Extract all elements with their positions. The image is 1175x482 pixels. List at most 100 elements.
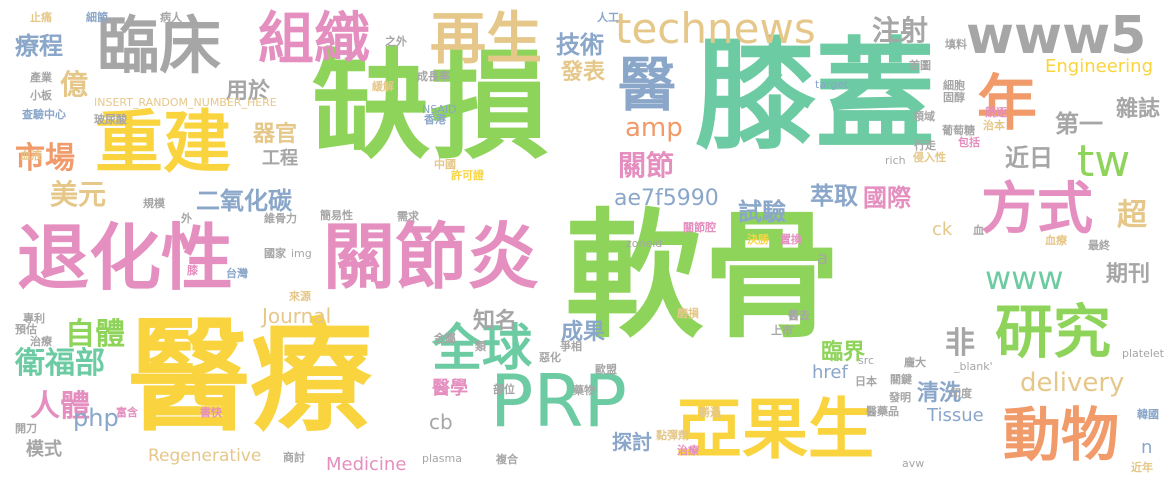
word-rich: rich [885,154,906,167]
word-fei: 非 [945,326,975,361]
word-xibao: 細胞 [943,79,965,92]
word-zhihuan: 置換 [780,233,802,246]
word-yanjiu: 研究 [995,298,1112,366]
word-mosun: 磨損 [677,307,699,320]
word-zhiben: 治本 [983,119,1005,132]
word-yi2: 億 [60,68,89,101]
word-jinri: 近日 [1005,144,1053,172]
word-chayanzhongxin: 查驗中心 [22,108,66,121]
word-liaocheng: 療程 [15,32,63,60]
word-riben: 日本 [855,375,877,388]
word-faming: 發明 [889,391,911,404]
word-diyi: 第一 [1055,110,1103,138]
word-boniaosuan: 玻尿酸 [94,113,127,126]
word-hanguo: 韓國 [1137,408,1159,421]
word-guanjian: 關鍵 [890,373,912,386]
word-pangda: 龐大 [904,356,926,369]
word-zaisheng: 再生 [430,7,542,72]
word-dongwu: 動物 [1003,401,1120,469]
word-rengong: 人工 [597,11,619,24]
word-quanqiu: 全球 [432,319,532,377]
word-regenerative: Regenerative [148,446,262,466]
word-putaotang: 葡萄糖 [942,124,975,137]
word-yongyu: 用於 [226,79,271,104]
word-img: img [291,247,312,260]
word-xueye: 血液 [20,149,42,162]
word-yi: 醫 [618,51,677,119]
word-amp: amp [625,113,683,143]
word-ziti: 自體 [65,317,125,352]
word-linjie: 臨界 [821,340,866,365]
word-ck: ck [932,219,953,240]
word-fuhan: 富含 [116,406,138,419]
word-fangshi: 方式 [981,177,1093,242]
word-shangshi: 上市 [771,324,793,337]
word-chengzhanglv: 成長率 [417,70,450,83]
word-yindu: 印度 [950,387,972,400]
word-meiyuan: 美元 [50,178,107,211]
word-baokuo: 包括 [958,136,980,149]
word-ehua: 惡化 [539,351,561,364]
word-tissue: Tissue [927,405,984,426]
word-fabiao: 發表 [561,60,606,85]
word-zhongguo: 中國 [434,158,456,171]
word-tw: tw [1077,136,1131,187]
word-delivery: delivery [1020,368,1125,398]
word-prp: PRP [490,359,627,443]
word-tantao: 探討 [612,430,652,454]
word-cuiqu: 萃取 [810,182,858,210]
word-zhengxiang: 爭相 [560,340,582,353]
word-xuqiu: 需求 [397,210,419,223]
word-www: www [985,259,1064,297]
word-qingxi: 清洗 [917,381,962,406]
word-moshi: 模式 [26,439,62,460]
word-platelet: platelet [1122,347,1164,360]
word-xiaoban: 小板 [30,89,52,102]
word-blank: _blank' [954,360,993,373]
word-jinnian: 近年 [1131,461,1153,474]
word-guchun: 固醇 [943,91,965,104]
word-tianliao: 填料 [945,38,967,51]
word-xue: 血 [973,224,984,237]
word-chanye: 產業 [30,71,52,84]
word-linchuang: 臨床 [97,9,222,82]
word-juesheng: 決勝 [747,233,769,246]
word-yugu: 預估 [15,323,37,336]
word-lei: 類 [475,340,486,353]
word-ae7f5990: ae7f5990 [614,186,719,211]
word-xingzou: 行走 [914,139,936,152]
word-zuzhi: 組織 [258,7,370,72]
word-href: href [812,362,848,383]
word-nian: 年 [977,69,1037,139]
word-shoutu: 首圖 [909,59,931,72]
word-avw: avw [902,457,925,470]
word-zhiliao: 治療 [30,335,52,348]
word-technews: technews [615,4,816,53]
word-engineering: Engineering [1045,56,1153,77]
word-chengguo: 成果 [561,320,606,345]
word-ruangu: 軟骨 [565,196,842,357]
word-lingyu: 領域 [913,110,935,123]
word-jishu: 技術 [556,31,604,59]
word-kaidao: 開刀 [15,422,37,435]
word-shichang: 市場 [15,141,75,176]
word-xijie: 細節 [86,11,108,24]
word-src: src [858,354,875,367]
word-queshun: 缺損 [312,37,549,175]
word-journal: Journal [262,304,332,328]
word-renti: 人體 [30,389,90,424]
word-xi: 膝 [187,264,198,277]
word-php: php [73,404,119,432]
word-qinruxing: 侵入性 [913,151,946,164]
word-zhushe: 注射 [872,14,929,47]
word-yiliao: 醫療 [128,306,372,448]
word-n: n [1141,437,1153,458]
word-chongjian: 重建 [95,104,232,183]
word-guoji: 國際 [863,184,911,212]
word-nsaid: NSAID [422,103,457,116]
word-tuihuaxing: 退化性 [17,216,234,300]
word-guanjieyan: 關節炎 [323,215,540,299]
word-niantanji: 黏彈劑 [656,429,689,442]
word-buwei: 部位 [493,383,515,396]
